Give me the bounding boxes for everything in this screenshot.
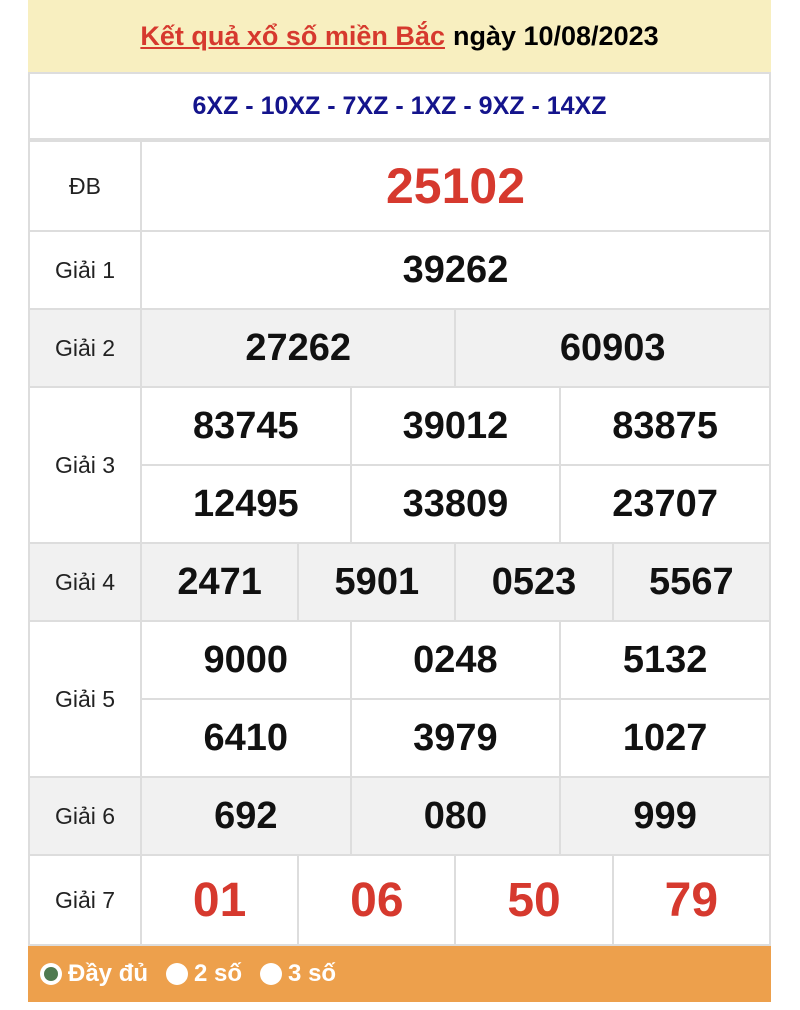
option-full[interactable]: Đầy đủ [36,960,148,988]
special-codes: 6XZ - 10XZ - 7XZ - 1XZ - 9XZ - 14XZ [28,74,771,140]
prize-number: 9000 [140,620,352,700]
prize-number: 06 [297,854,457,946]
results-panel: Kết quả xổ số miền Bắc ngày 10/08/2023 6… [28,0,772,1002]
option-label: 3 số [288,960,337,987]
results-table: ĐB 25102 Giải 1 39262 Giải 2 27262 60903 Giả… [28,140,772,946]
prize-label: Giải 5 [28,620,142,778]
row-g3: Giải 3 83745 39012 83875 [28,386,771,544]
prize-number: 5901 [297,542,457,622]
prize-number: 080 [349,776,562,856]
prize-label: ĐB [28,140,142,232]
prize-number: 23707 [559,464,771,544]
prize-number: 79 [611,854,772,946]
row-g5: Giải 5 9000 0248 5132 [28,620,771,778]
option-2-digits[interactable]: 2 số [162,960,242,988]
prize-number: 5567 [611,542,772,622]
prize-number: 27262 [139,308,457,388]
prize-number: 999 [559,776,771,856]
option-label: 2 số [194,960,243,987]
results-header: Kết quả xổ số miền Bắc ngày 10/08/2023 [28,0,771,74]
prize-number: 0248 [349,620,562,700]
prize-number: 3979 [349,698,562,778]
prize-number: 692 [140,776,352,856]
prize-label: Giải 6 [28,776,142,856]
date-text: ngày 10/08/2023 [452,20,659,51]
prize-number: 60903 [454,308,771,388]
prize-number: 5132 [559,620,771,700]
row-g6: Giải 6 692 080 999 [28,776,771,856]
prize-label: Giải 2 [28,308,142,388]
prize-number: 25102 [140,140,771,232]
prize-number: 1027 [559,698,771,778]
radio-icon[interactable] [260,963,283,985]
prize-number: 2471 [139,542,300,622]
row-g3b: 12495 33809 23707 [29,464,771,544]
prize-number: 83875 [559,386,771,466]
row-g1: Giải 1 39262 [28,230,771,310]
prize-label: Giải 7 [28,854,142,946]
option-label: Đầy đủ [68,960,149,987]
option-3-digits[interactable]: 3 số [256,960,336,988]
prize-number: 01 [139,854,300,946]
prize-number: 50 [454,854,614,946]
prize-number: 12495 [140,464,352,544]
row-g7: Giải 7 01 06 50 79 [28,854,772,946]
prize-number: 39262 [140,230,771,310]
prize-label: Giải 3 [28,386,142,544]
prize-label: Giải 1 [28,230,142,310]
display-options: Đầy đủ 2 số 3 số [28,946,771,1002]
prize-number: 39012 [349,386,562,466]
row-g2: Giải 2 27262 60903 [28,308,771,388]
row-g4: Giải 4 2471 5901 0523 5567 [28,542,772,622]
row-db: ĐB 25102 [28,140,771,232]
prize-number: 83745 [140,386,352,466]
row-g5b: 6410 3979 1027 [29,698,771,778]
radio-icon[interactable] [166,963,189,985]
title-link[interactable]: Kết quả xổ số miền Bắc [140,20,445,51]
prize-number: 33809 [349,464,562,544]
radio-selected-icon[interactable] [40,963,62,985]
prize-label: Giải 4 [28,542,142,622]
prize-number: 0523 [454,542,614,622]
prize-number: 6410 [140,698,352,778]
